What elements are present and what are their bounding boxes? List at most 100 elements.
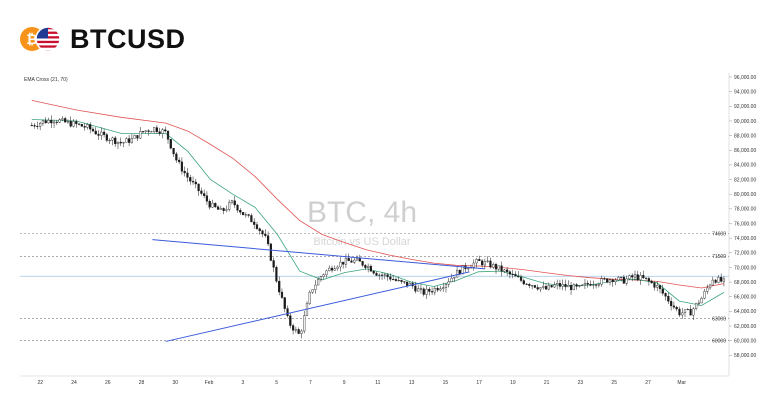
y-tick-label: 64,000.00 (734, 309, 756, 315)
candle-body (239, 210, 242, 213)
candle-body (720, 277, 723, 282)
candle-body (675, 306, 678, 310)
candle-body (111, 137, 114, 141)
level-label: 74600 (712, 231, 726, 237)
candle-body (492, 264, 495, 268)
x-tick-label: Feb (205, 380, 214, 386)
candle-body (461, 265, 464, 275)
candle-body (489, 260, 492, 268)
candle-body (158, 131, 161, 134)
candle-body (514, 274, 517, 277)
candle-body (597, 283, 600, 286)
candle-body (689, 308, 692, 316)
candle-body (572, 284, 575, 291)
candle-body (128, 138, 131, 143)
candle-body (711, 279, 714, 286)
candle-body (169, 139, 172, 149)
candle-body (319, 276, 322, 280)
x-tick-label: 27 (645, 380, 651, 386)
ema-fast-line (31, 119, 725, 306)
candle-body (250, 215, 253, 223)
candle-body (228, 202, 231, 210)
candle-body (144, 130, 147, 132)
y-tick-label: 68,000.00 (734, 280, 756, 286)
candle-body (300, 330, 303, 334)
candle-body (264, 233, 267, 236)
candle-body (211, 202, 214, 208)
candle-body (417, 288, 420, 292)
candle-body (544, 286, 548, 290)
candle-body (189, 177, 192, 182)
x-tick-label: 30 (173, 380, 179, 386)
candle-body (661, 288, 664, 294)
candle-body (375, 272, 378, 276)
candle-body (236, 204, 239, 211)
watermark-subtitle: Bitcoin vs US Dollar (313, 236, 411, 248)
candle-body (100, 131, 103, 136)
candle-body (102, 131, 106, 135)
candle-body (75, 121, 78, 125)
candle-body (428, 288, 431, 292)
candle-body (442, 287, 445, 289)
candle-body (436, 288, 439, 291)
candle-body (722, 278, 726, 282)
candle-body (147, 130, 150, 132)
candle-body (667, 296, 670, 302)
candle-body (225, 209, 228, 211)
candle-body (556, 283, 559, 286)
y-tick-label: 90,000.00 (734, 119, 756, 125)
candle-body (594, 284, 598, 286)
candle-body (358, 258, 361, 262)
indicator-label: EMA Cross (21, 70) (24, 77, 68, 83)
candle-body (700, 297, 703, 304)
y-tick-label: 96,000.00 (734, 75, 756, 81)
candle-body (241, 212, 245, 216)
candle-body (72, 121, 75, 127)
candle-body (47, 119, 50, 124)
candle-body (472, 262, 475, 268)
candle-body (136, 135, 139, 139)
candle-body (531, 285, 534, 287)
candle-body (453, 277, 456, 279)
candle-body (39, 122, 42, 127)
us-flag-icon (35, 26, 61, 52)
candle-body (600, 278, 603, 285)
candle-body (525, 283, 528, 285)
candle-body (403, 281, 406, 283)
candle-body (497, 265, 500, 270)
candle-body (608, 279, 612, 283)
y-tick-label: 92,000.00 (734, 104, 756, 110)
candle-body (422, 288, 425, 295)
candle-body (405, 281, 409, 286)
candle-body (614, 279, 617, 282)
candle-body (392, 279, 395, 281)
candle-body (297, 329, 300, 334)
symbol-logo: ₿ (18, 22, 62, 56)
candle-body (494, 264, 498, 270)
candle-body (389, 276, 392, 280)
candle-body (130, 138, 133, 143)
candle-body (36, 125, 39, 127)
candle-body (519, 276, 523, 281)
candle-body (650, 281, 653, 284)
candle-body (339, 261, 342, 268)
candle-body (353, 259, 356, 263)
candle-body (692, 308, 695, 316)
x-tick-label: 13 (409, 380, 415, 386)
x-tick-label: Mar (677, 380, 686, 386)
candle-body (214, 202, 217, 208)
candle-body (255, 224, 259, 229)
candle-body (564, 283, 567, 288)
candle-body (633, 274, 637, 278)
x-tick-label: 22 (37, 380, 43, 386)
candle-body (383, 274, 386, 276)
x-tick-label: 26 (105, 380, 111, 386)
candle-body (44, 120, 47, 124)
candle-body (475, 259, 478, 264)
y-tick-label: 84,000.00 (734, 163, 756, 169)
candle-body (636, 274, 639, 281)
y-tick-label: 70,000.00 (734, 265, 756, 271)
y-tick-label: 78,000.00 (734, 207, 756, 213)
candle-body (308, 291, 311, 304)
